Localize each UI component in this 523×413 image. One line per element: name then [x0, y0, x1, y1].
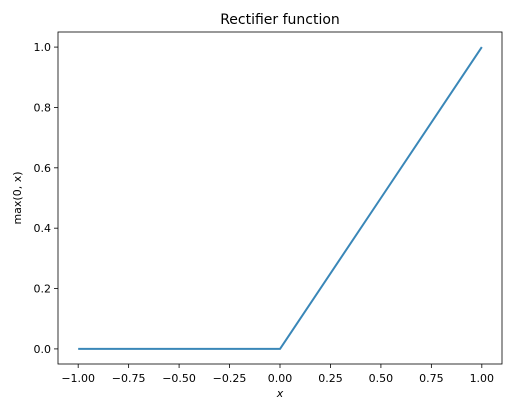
x-tick-label: −0.75 — [112, 372, 146, 385]
series-group — [78, 46, 483, 350]
y-axis: 0.0 0.2 0.4 0.6 0.8 1.0 — [34, 41, 58, 356]
plot-frame — [57, 31, 503, 365]
y-tick-label: 0.6 — [34, 162, 52, 175]
x-tick-label: 0.00 — [268, 372, 293, 385]
x-axis: −1.00 −0.75 −0.50 −0.25 0.00 0.25 0.50 0.75 1.00 — [61, 364, 494, 385]
x-axis-label: x — [276, 387, 284, 400]
series-line — [78, 46, 483, 350]
x-tick-label: 0.75 — [419, 372, 444, 385]
y-axis-label: max(0, x) — [11, 171, 24, 224]
y-tick-label: 1.0 — [34, 41, 52, 54]
x-tick-label: −0.50 — [162, 372, 196, 385]
x-tick-label: −1.00 — [61, 372, 95, 385]
chart-title: Rectifier function — [220, 12, 340, 28]
x-tick-label: 0.50 — [369, 372, 394, 385]
x-tick-label: −0.25 — [213, 372, 247, 385]
y-tick-label: 0.4 — [34, 222, 52, 235]
x-tick-label: 1.00 — [470, 372, 495, 385]
y-tick-label: 0.0 — [34, 343, 52, 356]
y-tick-label: 0.2 — [34, 283, 52, 296]
x-tick-label: 0.25 — [318, 372, 343, 385]
y-tick-label: 0.8 — [34, 101, 52, 114]
